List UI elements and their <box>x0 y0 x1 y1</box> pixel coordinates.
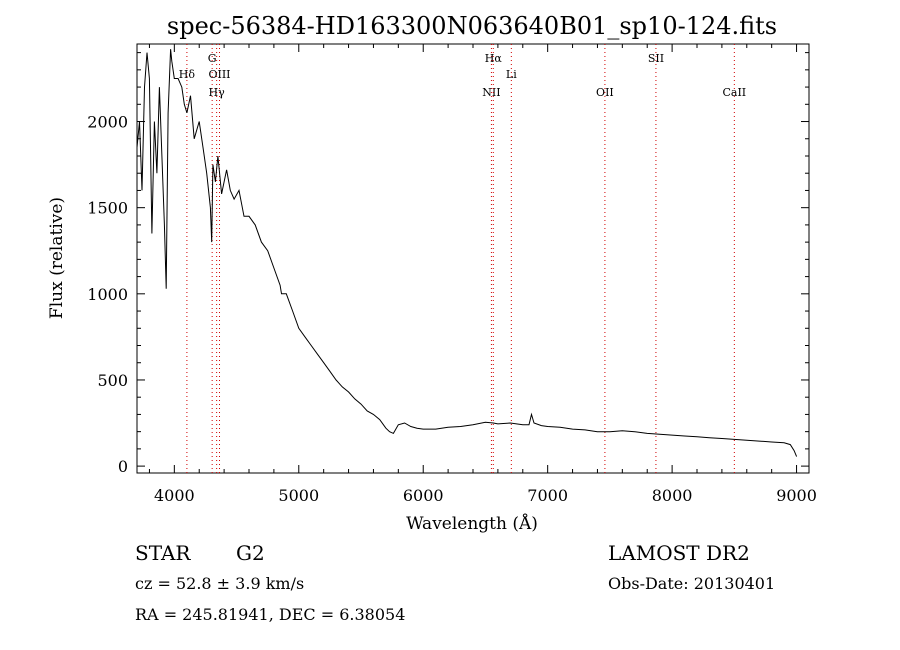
y-tick-label: 500 <box>97 371 128 390</box>
x-tick-label: 8000 <box>652 486 693 505</box>
spectral-line-label: Hα <box>485 52 503 65</box>
y-tick-label: 1000 <box>87 285 128 304</box>
spectral-line-label: OIII <box>208 68 230 81</box>
x-tick-label: 7000 <box>527 486 568 505</box>
y-tick-label: 1500 <box>87 199 128 218</box>
spectrum-line <box>136 49 798 457</box>
x-tick-label: 6000 <box>403 486 444 505</box>
spectral-line-label: G <box>208 52 217 65</box>
x-axis-label: Wavelength (Å) <box>406 513 538 534</box>
survey-name: LAMOST DR2 <box>608 541 750 565</box>
observation-date: Obs-Date: 20130401 <box>608 574 775 593</box>
spectral-line-label: Hδ <box>179 68 196 81</box>
redshift-velocity: cz = 52.8 ± 3.9 km/s <box>135 574 304 593</box>
coordinates: RA = 245.81941, DEC = 6.38054 <box>135 605 405 624</box>
spectral-line-label: SII <box>648 52 664 65</box>
spectral-line-label: CaII <box>722 86 746 99</box>
y-tick-label: 0 <box>118 457 128 476</box>
y-tick-label: 2000 <box>87 113 128 132</box>
chart-title: spec-56384-HD163300N063640B01_sp10-124.f… <box>167 12 777 40</box>
spectral-line-label: OII <box>596 86 614 99</box>
series-layer <box>136 49 798 457</box>
spectral-line-label: NII <box>482 86 500 99</box>
spectral-line-label: Li <box>506 68 517 81</box>
plot-frame <box>136 43 810 474</box>
object-subclass: G2 <box>236 541 265 565</box>
y-axis-label: Flux (relative) <box>47 197 67 319</box>
x-tick-label: 5000 <box>278 486 319 505</box>
object-class: STAR <box>135 541 191 565</box>
x-tick-label: 4000 <box>154 486 195 505</box>
x-tick-label: 9000 <box>776 486 817 505</box>
spectral-line-label: Hγ <box>209 86 226 99</box>
axis-ticks: 4000 5000 6000 7000 8000 9000 0 500 1000 1500 2000 <box>87 44 817 505</box>
